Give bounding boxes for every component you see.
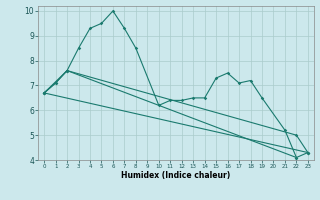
X-axis label: Humidex (Indice chaleur): Humidex (Indice chaleur) <box>121 171 231 180</box>
